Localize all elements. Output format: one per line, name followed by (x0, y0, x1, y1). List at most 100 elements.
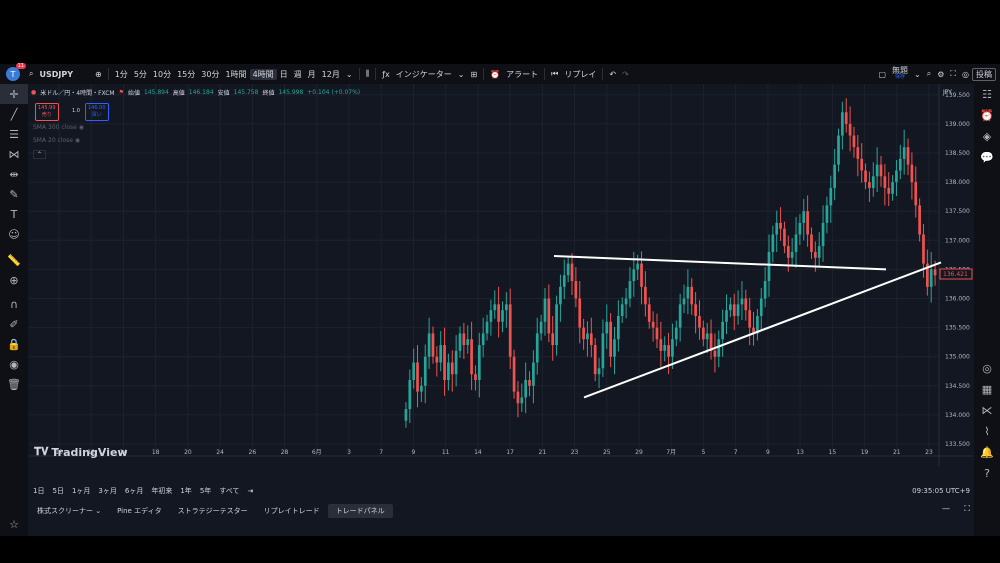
alarm-icon[interactable]: ⏰ (490, 69, 501, 79)
interval-0[interactable]: 1分 (114, 69, 128, 79)
notification-badge: 11 (15, 63, 26, 69)
chat-icon[interactable]: 💬 (980, 151, 994, 164)
chevron-down-icon[interactable]: ⌄ (914, 69, 921, 79)
candle-body (586, 333, 589, 340)
trendline-icon[interactable]: ╱ (10, 107, 18, 121)
add-symbol-icon[interactable]: ⊕ (95, 69, 102, 79)
calendar-icon[interactable]: ▦ (981, 383, 993, 396)
network-icon[interactable]: ⋉ (981, 404, 993, 417)
lock-drawing-icon[interactable]: ✐ (9, 317, 19, 331)
sell-button[interactable]: 145.99 売り (35, 103, 59, 121)
flag-icon[interactable]: ⚑ (118, 89, 124, 96)
time-tick-label: 19 (861, 449, 869, 456)
fullscreen-icon[interactable]: ⛶ (950, 69, 957, 78)
redo-icon[interactable]: ↷ (622, 69, 629, 79)
bottom-tab-2[interactable]: ストラテジーテスター (177, 507, 248, 515)
text-icon[interactable]: T (10, 207, 18, 221)
bottom-tab-0[interactable]: 株式スクリーナー ⌄ (37, 507, 102, 515)
sma-300-legend[interactable]: SMA 300 close ◉ (33, 124, 84, 131)
interval-2[interactable]: 10分 (152, 69, 172, 79)
candle-body (813, 251, 817, 258)
alerts-clock-icon[interactable]: ⏰ (980, 109, 994, 122)
range-8[interactable]: すべて (219, 487, 240, 495)
symbol-search-button[interactable]: USDJPY (39, 69, 74, 79)
divider (107, 68, 109, 80)
sma-20-legend[interactable]: SMA 20 close ◉ (33, 137, 80, 144)
templates-icon[interactable]: ⊞ (470, 69, 478, 79)
interval-10[interactable]: 12月 (321, 69, 340, 79)
pattern-icon[interactable]: ⋈ (8, 147, 20, 161)
interval-3[interactable]: 15分 (177, 69, 196, 79)
projection-icon[interactable]: ⇹ (9, 167, 19, 181)
chevron-down-icon[interactable]: ⌄ (457, 69, 465, 79)
price-chart[interactable]: 139.500 139.000 138.500 138.000 137.500 137.0… (29, 84, 973, 466)
settings-icon[interactable]: ⚙ (937, 69, 945, 79)
tradingview-logo: 𝐓𝐕 TradingView (34, 445, 128, 459)
emoji-icon[interactable]: ☺ (8, 227, 20, 241)
ruler-icon[interactable]: 📏 (7, 253, 21, 267)
pulse-icon[interactable]: ⌇ (984, 425, 990, 438)
crosshair-icon[interactable]: ✛ (0, 84, 28, 104)
undo-icon[interactable]: ↶ (609, 69, 617, 79)
range-3[interactable]: 3ヶ月 (98, 487, 117, 495)
eye-icon[interactable]: ◉ (74, 137, 81, 144)
interval-7[interactable]: 日 (279, 69, 288, 79)
interval-5[interactable]: 1時間 (225, 69, 247, 79)
magnet-icon[interactable]: ∩ (9, 297, 19, 311)
time-tick-label: 14 (474, 449, 482, 456)
zoom-in-icon[interactable]: ⊕ (9, 273, 19, 287)
price-tick-label: 136.000 (945, 296, 970, 303)
interval-8[interactable]: 週 (293, 69, 302, 79)
clock-readout[interactable]: 09:35:05 UTC+9 (912, 487, 970, 495)
alert-button[interactable]: アラート (506, 69, 539, 79)
user-avatar[interactable]: T 11 (6, 63, 26, 81)
lock-icon[interactable]: 🔒 (7, 337, 21, 351)
buy-button[interactable]: 146.00 買い (85, 103, 109, 121)
indicators-icon[interactable]: ƒx (382, 69, 390, 79)
candle-type-icon[interactable]: ⫼ (365, 69, 370, 78)
brush-icon[interactable]: ✎ (9, 187, 19, 201)
interval-1[interactable]: 5分 (133, 69, 147, 79)
fib-icon[interactable]: ☰ (9, 127, 19, 141)
maximize-panel-icon[interactable]: ⛶ (964, 504, 970, 513)
range-4[interactable]: 6ヶ月 (124, 487, 144, 495)
bottom-tab-1[interactable]: Pine エディタ (117, 507, 162, 515)
eye-icon[interactable]: ◉ (9, 357, 19, 371)
range-2[interactable]: 1ヶ月 (71, 487, 91, 495)
layout-name[interactable]: 無題 保存 (889, 67, 911, 81)
range-7[interactable]: 5年 (199, 487, 212, 495)
search-icon[interactable]: ⌕ (29, 69, 34, 78)
zoom-icon[interactable]: ⌕ (926, 69, 932, 78)
watchlist-icon[interactable]: ☷ (982, 88, 992, 101)
help-icon[interactable]: ? (984, 467, 990, 480)
replay-icon[interactable]: ⏮ (551, 69, 559, 78)
layers-icon[interactable]: ◈ (982, 130, 992, 143)
collapse-legend-icon[interactable]: ⌃ (33, 150, 47, 159)
publish-button[interactable]: 投稿 (972, 67, 996, 81)
price-tick-label: 138.500 (945, 150, 970, 157)
range-1[interactable]: 5日 (52, 487, 64, 495)
indicators-button[interactable]: インジケーター (395, 69, 452, 79)
bottom-tab-4[interactable]: トレードパネル (327, 504, 393, 518)
price-tick-label: 137.000 (945, 237, 970, 244)
layout-square-icon[interactable]: ▢ (878, 69, 887, 79)
interval-6[interactable]: 4時間 (249, 68, 277, 80)
replay-button[interactable]: リプレイ (564, 69, 597, 79)
minimize-panel-icon[interactable]: — (942, 504, 950, 513)
trash-icon[interactable]: 🗑 (7, 377, 21, 391)
chart-pane[interactable]: 139.500 139.000 138.500 138.000 137.500 137.0… (29, 84, 973, 466)
interval-9[interactable]: 月 (307, 69, 316, 79)
range-0[interactable]: 1日 (33, 487, 45, 495)
chevron-down-icon[interactable]: ⌄ (345, 69, 353, 79)
bell-icon[interactable]: 🔔 (980, 446, 994, 459)
bottom-tab-3[interactable]: リプレイトレード (263, 507, 320, 515)
ideas-icon[interactable]: ◎ (982, 362, 992, 375)
goto-date-icon[interactable]: ⇥ (247, 487, 254, 495)
interval-4[interactable]: 30分 (201, 69, 220, 79)
range-6[interactable]: 1年 (180, 487, 192, 495)
candle-body (443, 345, 446, 380)
eye-icon[interactable]: ◉ (78, 124, 84, 131)
watchlist-star-icon[interactable]: ☆ (9, 517, 19, 531)
snapshot-icon[interactable]: ◎ (962, 69, 969, 79)
range-5[interactable]: 年初来 (151, 487, 173, 495)
